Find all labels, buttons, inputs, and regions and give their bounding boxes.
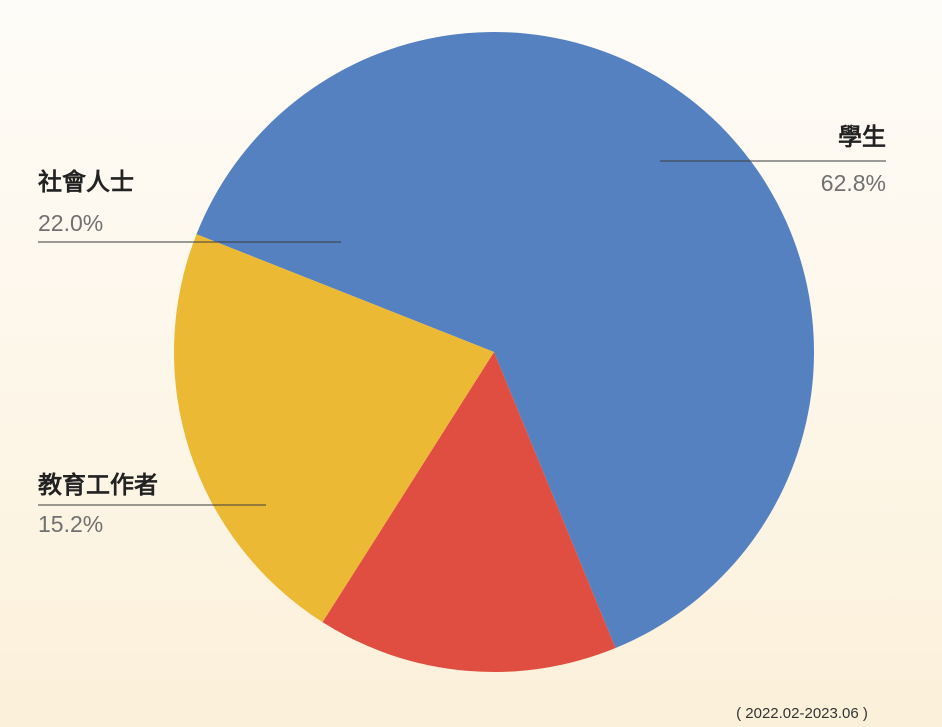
slice-value-label: 62.8% [821,170,886,196]
slice-value-label: 22.0% [38,210,103,236]
slice-value-label: 15.2% [38,511,103,537]
slice-label: 社會人士 [38,168,134,196]
slice-annotations: 學生 62.8% 教育工作者 15.2% 社會人士 22.0% [38,123,886,537]
slice-label: 教育工作者 [38,471,158,499]
pie-slice [322,352,616,672]
pie-slice [196,32,814,649]
slice-label: 學生 [838,123,886,151]
pie-slices [174,32,814,672]
pie-slice [174,234,495,623]
date-range-note: ( 2022.02-2023.06 ) [736,705,868,722]
